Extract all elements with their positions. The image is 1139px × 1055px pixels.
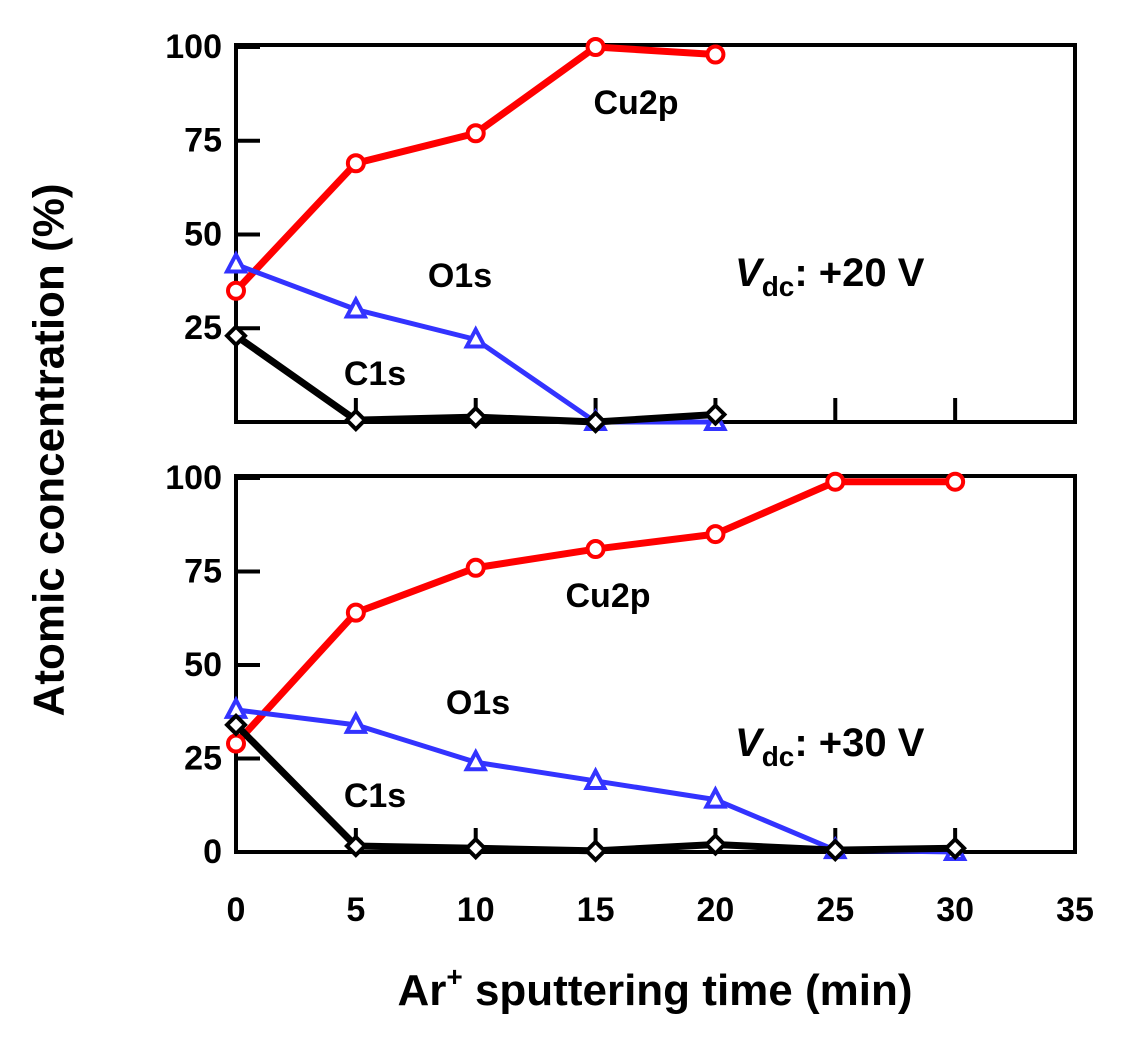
marker [703,832,728,857]
y-tick-label: 75 [184,552,222,590]
marker [703,785,728,809]
y-tick-label: 100 [165,28,222,66]
x-tick-label: 15 [577,891,615,929]
marker [345,153,366,174]
series-label: O1s [428,257,492,295]
marker [226,733,246,754]
marker [344,834,368,858]
annotation: Vdc: +20 V [735,251,925,303]
annotation-symbol: V [735,721,765,765]
marker [224,713,248,737]
x-tick-label: 10 [457,891,495,929]
x-tick-label: 25 [816,891,854,929]
x-tick-label: 35 [1056,891,1094,929]
x-axis-title: Ar+ sputtering time (min) [397,961,912,1014]
y-tick-label: 50 [184,215,222,253]
y-tick-label: 100 [165,459,222,497]
y-tick-label: 0 [203,833,222,871]
x-tick-label: 5 [346,891,365,929]
y-tick-label: 25 [184,739,222,777]
y-tick-label: 75 [184,122,222,160]
series-label: O1s [446,684,510,722]
marker [463,836,488,861]
x-axis-title-sup: + [446,961,462,992]
annotation-text: : +20 V [794,251,924,295]
marker [463,405,488,429]
marker [463,747,489,772]
marker [345,602,366,623]
annotation-text: : +30 V [794,721,924,765]
annotation: Vdc: +30 V [735,721,925,773]
marker [585,539,606,560]
marker [705,44,726,65]
marker [583,839,608,863]
marker [343,710,369,734]
series-label: Cu2p [594,84,679,122]
annotation-symbol: V [735,251,765,295]
series-label: C1s [344,355,406,393]
plot-frame [234,474,1077,854]
marker [945,471,966,492]
x-tick-label: 30 [936,891,974,929]
marker [224,323,248,348]
marker [465,557,486,578]
x-axis-title-rest: sputtering time (min) [463,966,913,1015]
marker [226,280,246,301]
y-tick-label: 50 [184,646,222,684]
marker [463,325,489,349]
marker [465,123,486,144]
y-tick-label: 25 [184,309,222,347]
marker [223,250,249,274]
marker [583,766,608,790]
series-label: Cu2p [566,577,651,615]
marker [703,402,728,427]
marker [825,471,846,492]
x-axis-title-text: Ar [397,966,446,1015]
annotation-subscript: dc [762,271,795,302]
marker [823,838,848,862]
marker [585,37,606,57]
series-label: C1s [344,777,406,815]
x-tick-label: 0 [227,891,246,929]
y-axis-title: Atomic concentration (%) [25,184,74,717]
marker [344,408,368,432]
marker [343,295,369,319]
x-tick-label: 20 [697,891,735,929]
marker [943,836,967,861]
marker [705,524,726,545]
marker [583,410,608,434]
annotation-subscript: dc [762,741,795,772]
